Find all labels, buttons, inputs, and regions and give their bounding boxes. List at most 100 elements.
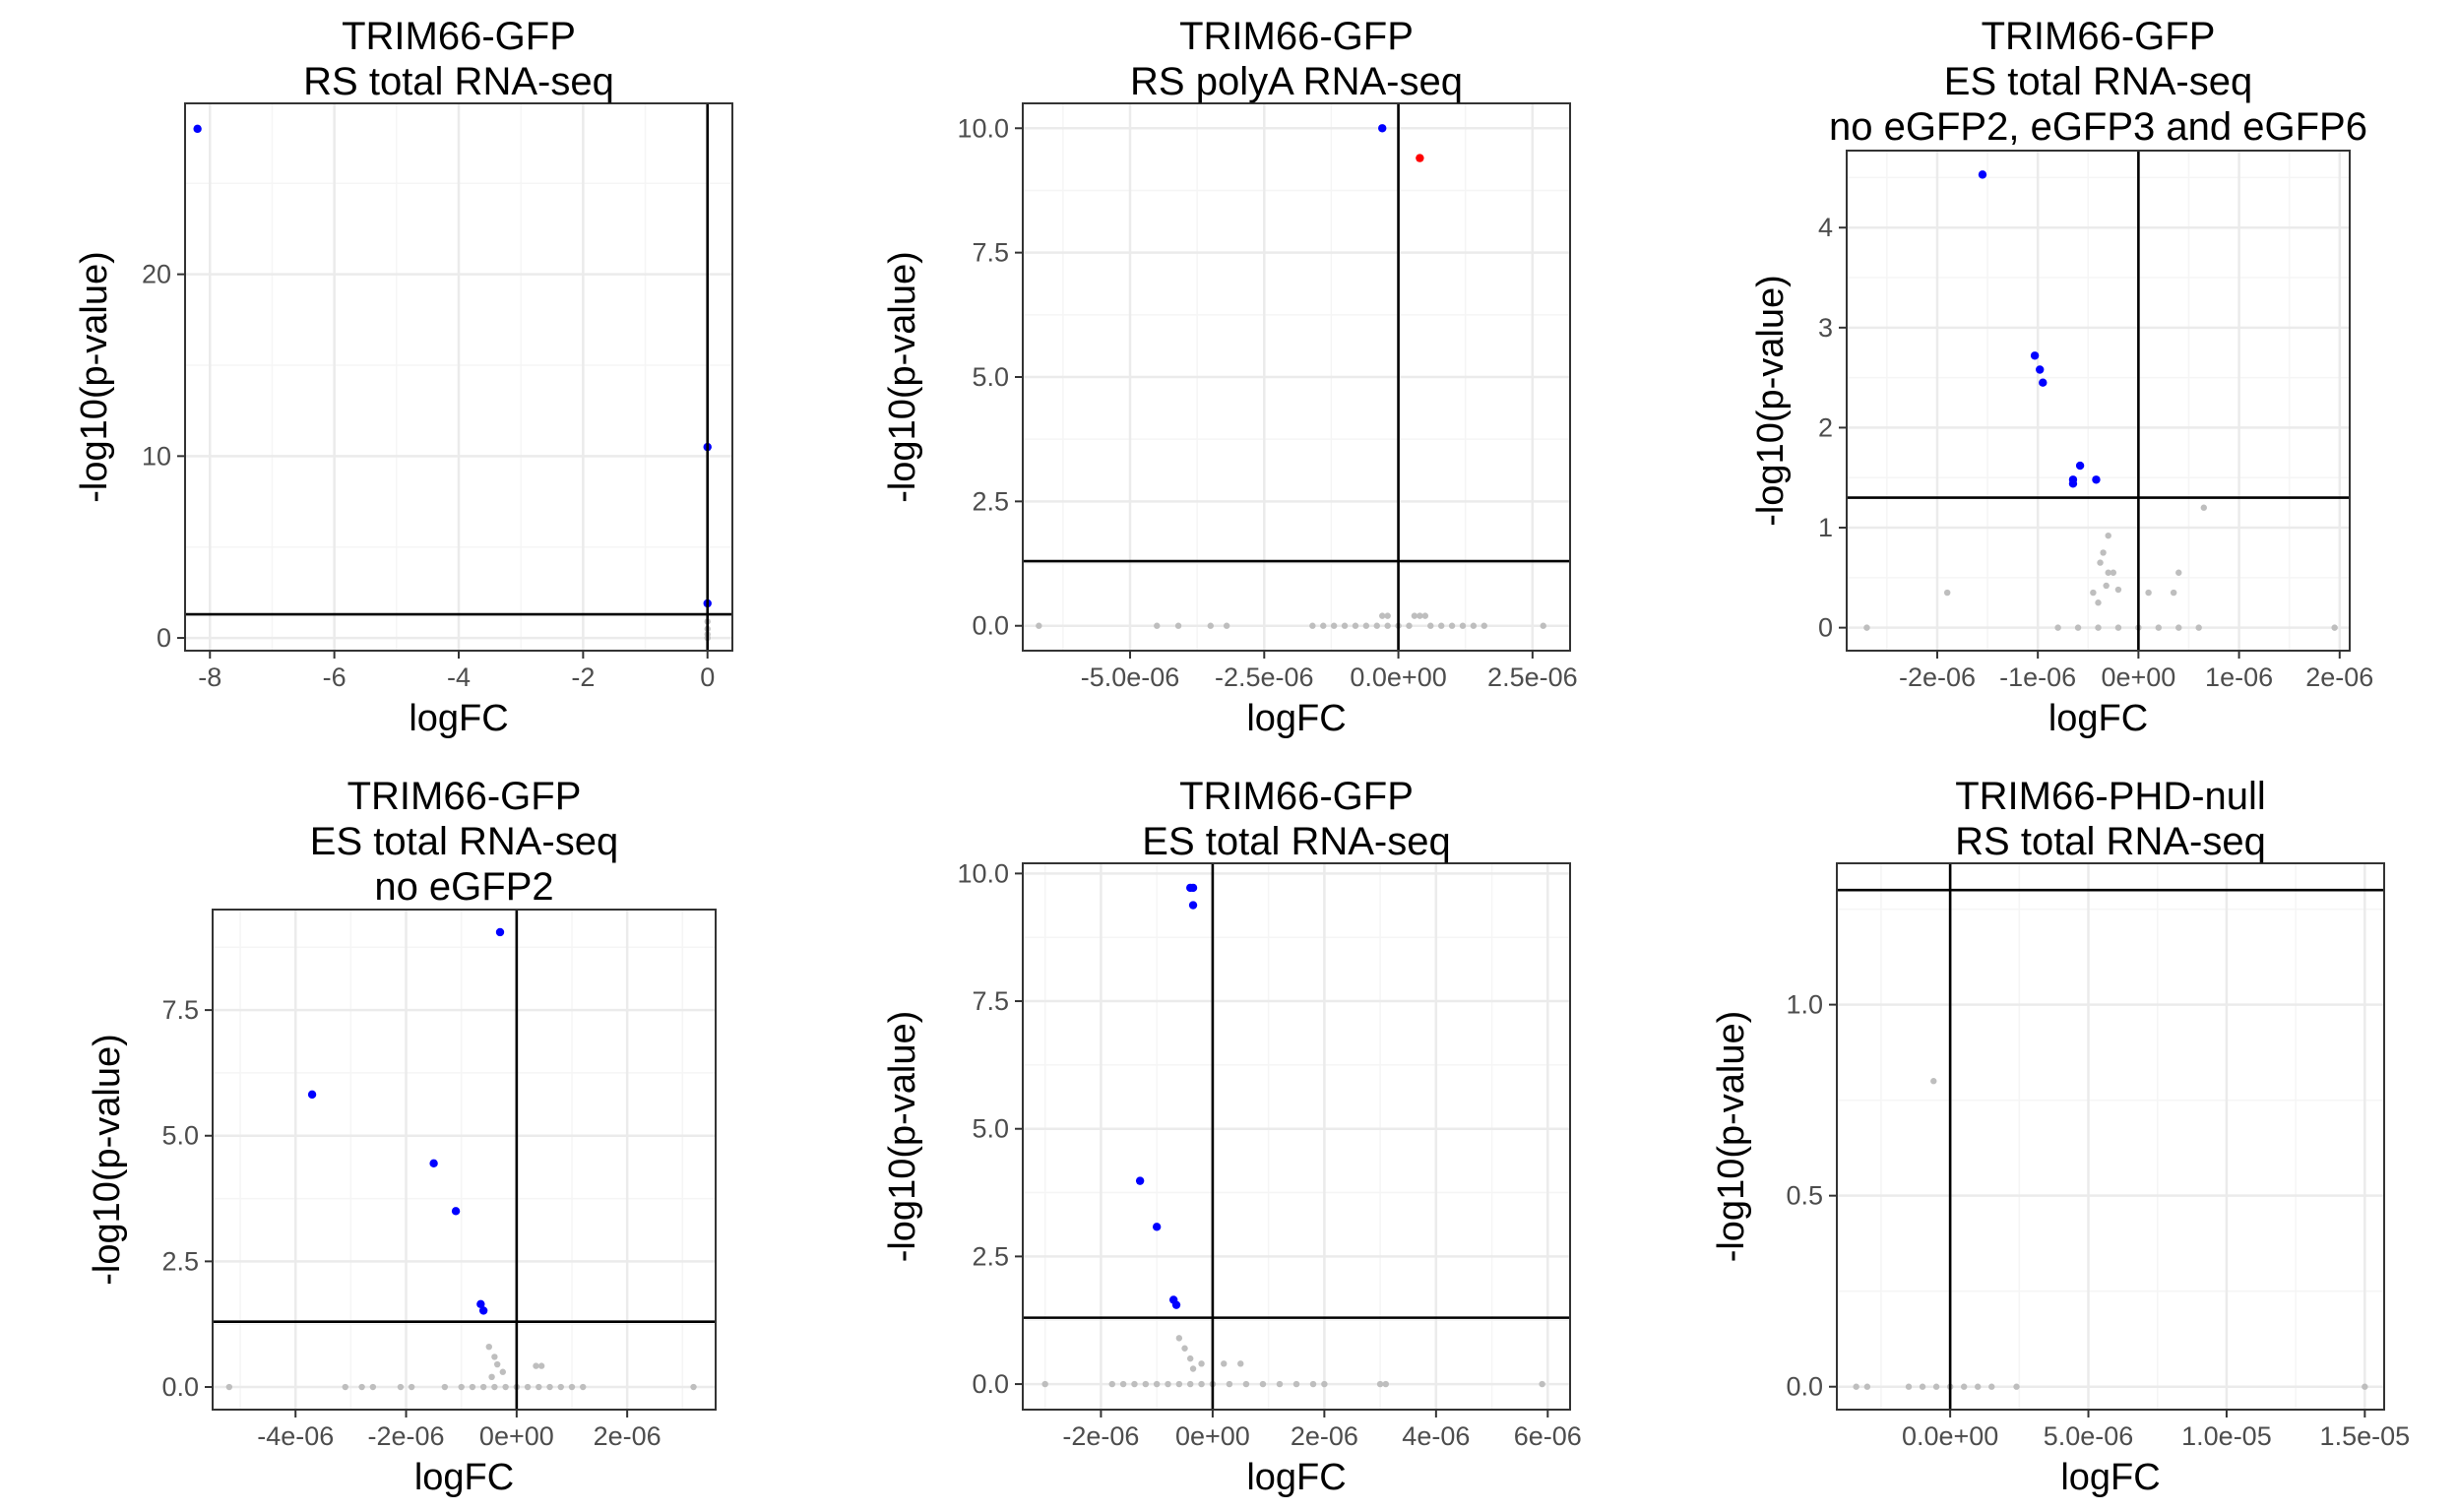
x-tick-label: 2e-06 <box>1291 1421 1358 1451</box>
data-point-ns <box>1237 1360 1244 1367</box>
data-point-ns <box>441 1383 449 1391</box>
data-point-down <box>2068 479 2078 488</box>
x-tick-label: -5.0e-06 <box>1081 662 1180 692</box>
x-tick-label: -4e-06 <box>257 1421 334 1451</box>
plot-frame <box>1022 862 1571 1411</box>
x-axis-title: logFC <box>1246 1457 1346 1498</box>
data-point-ns <box>2331 624 2338 631</box>
data-point-ns <box>1930 1078 1937 1085</box>
data-point-ns <box>2200 504 2208 511</box>
data-point-ns <box>491 1354 498 1360</box>
x-tick-label: -2.5e-06 <box>1215 662 1314 692</box>
y-tick-label: 3 <box>1818 313 1833 343</box>
x-tick-label: -8 <box>198 662 221 692</box>
data-point-ns <box>479 1383 487 1391</box>
volcano-panel-5: -2e-06 0e+00 2e-06 4e-06 6e-06 0.0 2.5 5.0 7.5 10… <box>882 775 1582 1498</box>
y-tick-label: 0.0 <box>972 611 1009 641</box>
data-point-ns <box>690 1383 697 1391</box>
data-point-ns <box>1242 1380 1250 1388</box>
data-point-ns <box>1863 1383 1871 1390</box>
data-point-ns <box>1384 612 1391 619</box>
x-tick-label: 2e-06 <box>2305 662 2373 692</box>
data-point-ns <box>358 1383 365 1391</box>
data-point-ns <box>1384 622 1391 629</box>
x-tick-label: -1e-06 <box>1999 662 2076 692</box>
data-point-up <box>1416 154 1424 162</box>
volcano-panel-4: -4e-06 -2e-06 0e+00 2e-06 0.0 2.5 5.0 7.5 logFC -… <box>87 775 717 1498</box>
data-point-ns <box>1932 1383 1940 1390</box>
data-point-ns <box>1448 622 1456 629</box>
x-axis-title: logFC <box>2048 698 2148 739</box>
data-point-ns <box>1154 622 1161 629</box>
data-point-ns <box>1470 622 1478 629</box>
data-point-ns <box>1131 1380 1138 1388</box>
y-tick-label: 0.0 <box>972 1369 1009 1399</box>
panel-title-line: TRIM66-GFP <box>1179 15 1414 58</box>
data-point-ns <box>2175 624 2182 631</box>
plot-frame <box>1836 862 2385 1411</box>
data-point-ns <box>1960 1383 1968 1390</box>
y-tick-label: 0 <box>1818 613 1833 643</box>
plot-background <box>213 910 716 1410</box>
x-tick-label: 6e-06 <box>1514 1421 1582 1451</box>
data-point-ns <box>2175 569 2182 576</box>
plot-background <box>1837 863 2384 1410</box>
data-point-ns <box>533 1362 539 1369</box>
y-tick-label: 1 <box>1818 513 1833 542</box>
data-point-ns <box>546 1383 553 1391</box>
data-point-ns <box>568 1383 576 1391</box>
y-tick-label: 5.0 <box>972 362 1009 392</box>
volcano-panel-1: -8 -6 -4 -2 0 0 10 20 logFC -log10(p-value) TRIM66… <box>74 15 733 739</box>
volcano-panel-2: -5.0e-06 -2.5e-06 0.0e+00 2.5e-06 0.0 2.5 5.0 7… <box>882 15 1578 739</box>
data-point-down <box>1188 901 1198 910</box>
y-tick-label: 2.5 <box>972 486 1009 516</box>
data-point-ns <box>537 1362 545 1369</box>
panel-title-line: ES total RNA-seq <box>310 820 618 863</box>
data-point-ns <box>2362 1383 2368 1390</box>
data-point-ns <box>1309 1380 1317 1388</box>
data-point-down <box>451 1207 461 1216</box>
plot-background <box>1847 151 2350 651</box>
x-tick-label: -2e-06 <box>1062 1421 1139 1451</box>
data-point-ns <box>2013 1383 2020 1390</box>
panel-title-line: no eGFP2 <box>374 865 553 909</box>
data-point-ns <box>1187 1380 1194 1388</box>
data-point-ns <box>2100 549 2107 556</box>
y-axis-title: -log10(p-value) <box>882 1011 923 1263</box>
panel-title-line: RS total RNA-seq <box>303 60 614 103</box>
data-point-ns <box>1427 622 1434 629</box>
data-point-ns <box>524 1383 532 1391</box>
data-point-ns <box>1919 1383 1926 1390</box>
data-point-ns <box>1165 1380 1171 1388</box>
y-tick-label: 7.5 <box>972 238 1009 268</box>
data-point-ns <box>1379 612 1386 619</box>
data-point-down <box>1135 1176 1145 1185</box>
data-point-ns <box>1175 1335 1183 1342</box>
data-point-ns <box>1187 1354 1194 1362</box>
data-point-ns <box>2090 589 2097 597</box>
data-point-ns <box>1181 1345 1188 1352</box>
data-point-ns <box>499 1368 507 1375</box>
data-point-ns <box>491 1383 498 1391</box>
y-tick-label: 0.5 <box>1786 1181 1823 1211</box>
data-point-ns <box>2114 586 2122 594</box>
panel-title-line: no eGFP2, eGFP3 and eGFP6 <box>1829 105 2367 149</box>
x-tick-label: 0e+00 <box>479 1421 554 1451</box>
data-point-ns <box>1119 1380 1127 1388</box>
x-tick-label: -2e-06 <box>368 1421 445 1451</box>
data-point-ns <box>1437 622 1445 629</box>
y-axis-title: -log10(p-value) <box>74 251 115 503</box>
x-tick-label: 0e+00 <box>1175 1421 1250 1451</box>
y-tick-label: 1.0 <box>1786 990 1823 1020</box>
x-axis-title: logFC <box>409 698 508 739</box>
data-point-ns <box>1189 1365 1197 1372</box>
x-tick-label: 2e-06 <box>594 1421 662 1451</box>
data-point-ns <box>1259 1380 1267 1388</box>
data-point-ns <box>1539 1380 1545 1388</box>
data-point-ns <box>493 1360 501 1368</box>
data-point-ns <box>2054 624 2061 631</box>
y-tick-label: 2.5 <box>161 1246 199 1276</box>
x-tick-label: 5.0e-06 <box>2044 1421 2134 1451</box>
x-tick-label: 1e-06 <box>2205 662 2273 692</box>
